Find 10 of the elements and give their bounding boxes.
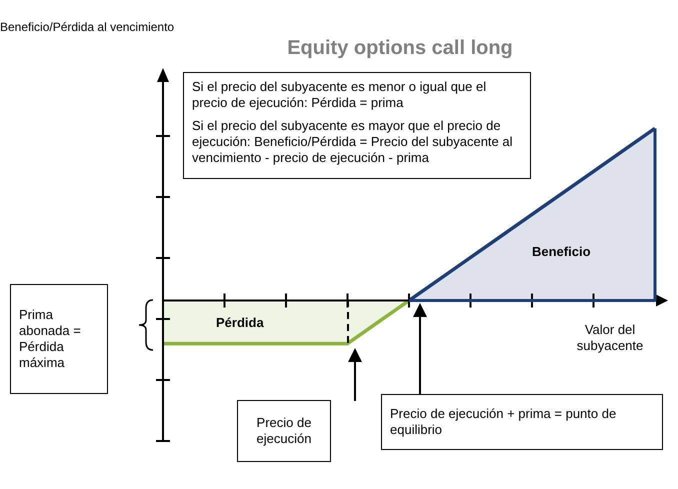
- annotation: Pérdida: [216, 315, 264, 330]
- annotation: Beneficio: [532, 244, 591, 259]
- text: Beneficio/Pérdida al vencimiento: [0, 20, 174, 34]
- annotation: Si el precio del subyacente es mayor que el precio de ejecución: Beneficio/Pérdida = Precio del subyacente al vencimiento - precio de ejecución - prima: [192, 118, 514, 166]
- text: Precio de ejecución + prima = punto de equilibrio: [390, 406, 618, 438]
- text: Precio de ejecución: [256, 414, 312, 448]
- text: Si el precio del subyacente es menor o igual que el precio de ejecución: Pérdida = prima: [192, 79, 488, 112]
- x-axis-title: Valor del subyacente: [576, 322, 644, 354]
- text: Prima abonada = Pérdida máxima: [19, 306, 82, 372]
- chart-title: Equity options call long: [286, 36, 514, 61]
